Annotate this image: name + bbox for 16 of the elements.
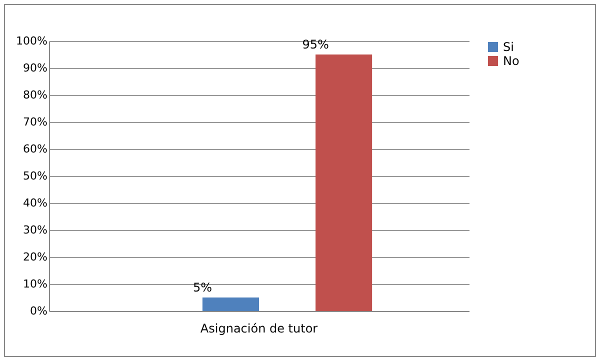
legend-label: Si xyxy=(503,40,514,54)
y-tick-label: 100% xyxy=(16,34,48,48)
data-label: 95% xyxy=(302,38,329,52)
y-tick-label: 60% xyxy=(23,142,48,156)
x-tick-label: Asignación de tutor xyxy=(200,322,318,336)
y-tick-label: 10% xyxy=(23,278,48,290)
y-tick-label: 20% xyxy=(23,250,48,264)
y-tick-label: 70% xyxy=(23,116,48,128)
y-tick-label: 50% xyxy=(23,170,48,182)
data-label: 5% xyxy=(192,280,212,294)
y-tick-label: 80% xyxy=(23,88,48,102)
y-tick-label: 0% xyxy=(30,304,48,318)
legend-label: No xyxy=(503,54,520,68)
y-tick-label: 30% xyxy=(23,224,48,236)
y-tick-label: 90% xyxy=(23,62,48,74)
y-tick-label: 40% xyxy=(23,196,48,210)
